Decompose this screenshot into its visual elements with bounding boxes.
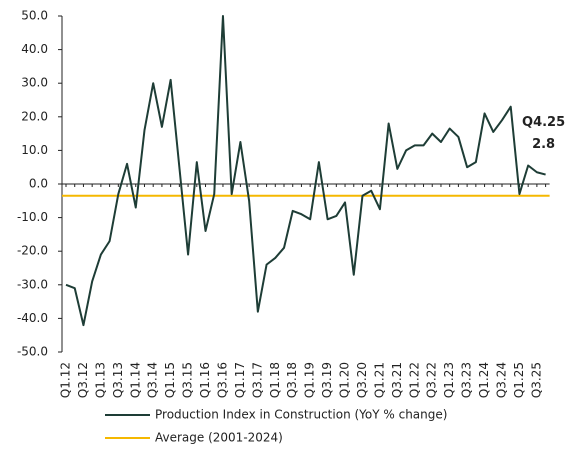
x-tick-label: Q1.22 — [407, 362, 421, 398]
x-tick-label: Q3.14 — [146, 362, 160, 398]
y-tick-label: 10.0 — [21, 143, 48, 157]
x-tick-label: Q1.14 — [128, 362, 142, 398]
y-tick-label: 40.0 — [21, 42, 48, 56]
x-tick-label: Q3.23 — [460, 362, 474, 398]
x-tick-label: Q1.15 — [163, 362, 177, 398]
x-tick-label: Q3.22 — [425, 362, 439, 398]
x-tick-label: Q3.20 — [355, 362, 369, 398]
y-tick-label: -30.0 — [17, 277, 48, 291]
x-tick-label: Q3.21 — [390, 362, 404, 398]
x-tick-label: Q1.19 — [303, 362, 317, 398]
x-tick-label: Q1.12 — [59, 362, 73, 398]
legend-label: Production Index in Construction (YoY % … — [155, 408, 447, 422]
y-tick-label: -10.0 — [17, 210, 48, 224]
x-tick-label: Q1.23 — [442, 362, 456, 398]
x-tick-label: Q1.17 — [233, 362, 247, 398]
x-tick-label: Q1.18 — [268, 362, 282, 398]
x-tick-label: Q3.24 — [495, 362, 509, 398]
x-tick-label: Q1.24 — [477, 362, 491, 398]
x-tick-label: Q1.25 — [512, 362, 526, 398]
data-label: 2.8 — [532, 137, 555, 152]
y-tick-label: 0.0 — [29, 177, 48, 191]
y-tick-label: -40.0 — [17, 311, 48, 325]
legend-label: Average (2001-2024) — [155, 431, 283, 445]
y-tick-label: -20.0 — [17, 244, 48, 258]
x-tick-label: Q3.12 — [76, 362, 90, 398]
x-tick-label: Q3.15 — [181, 362, 195, 398]
x-tick-label: Q3.16 — [215, 362, 229, 398]
y-tick-label: 20.0 — [21, 109, 48, 123]
series-line — [65, 15, 546, 327]
x-tick-label: Q1.20 — [338, 362, 352, 398]
x-tick-label: Q1.21 — [372, 362, 386, 398]
y-tick-label: -50.0 — [17, 345, 48, 359]
x-tick-label: Q1.13 — [93, 362, 107, 398]
y-tick-label: 30.0 — [21, 76, 48, 90]
x-tick-label: Q3.25 — [529, 362, 543, 398]
x-tick-label: Q1.16 — [198, 362, 212, 398]
x-tick-label: Q3.19 — [320, 362, 334, 398]
x-tick-label: Q3.18 — [285, 362, 299, 398]
y-tick-label: 50.0 — [21, 9, 48, 23]
x-tick-label: Q3.13 — [111, 362, 125, 398]
annotation: Q4.25 — [522, 115, 565, 130]
x-tick-label: Q3.17 — [250, 362, 264, 398]
